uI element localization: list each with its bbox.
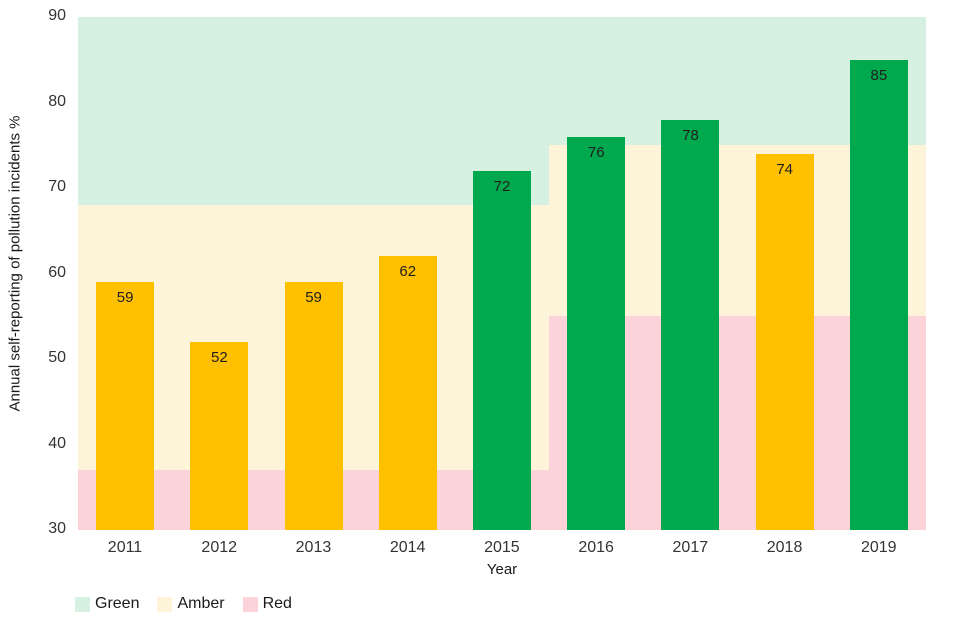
plot-area: 59 52 59 62 72 76 78 74 85 [78, 17, 926, 530]
bar-value-label: 76 [587, 143, 605, 161]
bar-2018: 74 [755, 153, 814, 530]
y-tick-60: 60 [48, 263, 66, 281]
bar-value-label: 52 [210, 348, 228, 366]
zone-band-green [78, 17, 550, 206]
y-tick-50: 50 [48, 349, 66, 366]
x-tick-2019: 2019 [860, 539, 897, 556]
bar-2014: 62 [378, 256, 437, 530]
x-tick-2017: 2017 [672, 539, 709, 556]
legend-item-amber: Amber [157, 595, 225, 613]
x-tick-2016: 2016 [578, 539, 614, 556]
legend-item-green: Green [75, 595, 139, 613]
bar-2013: 59 [284, 282, 343, 530]
y-tick-40: 40 [48, 434, 66, 452]
red-zone-swatch-icon [242, 596, 258, 612]
bar-2019: 85 [849, 59, 908, 530]
x-axis-title: Year [486, 561, 518, 578]
bar-2012: 52 [190, 341, 249, 530]
x-tick-2011: 2011 [107, 539, 143, 556]
bar-value-label: 78 [682, 126, 699, 144]
y-tick-30: 30 [48, 520, 66, 537]
y-tick-90: 90 [48, 7, 66, 24]
bar-value-label: 62 [399, 263, 417, 281]
y-tick-70: 70 [48, 178, 66, 195]
legend: Green Amber Red [75, 595, 292, 613]
legend-label-green: Green [95, 595, 140, 612]
x-tick-2013: 2013 [295, 539, 332, 556]
x-tick-2015: 2015 [484, 539, 520, 556]
x-tick-2014: 2014 [389, 539, 426, 556]
bar-value-label: 72 [493, 177, 511, 195]
bar-2016: 76 [567, 136, 626, 530]
bar-2017: 78 [661, 119, 720, 530]
bar-2015: 72 [473, 170, 531, 530]
legend-item-red: Red [242, 595, 292, 613]
legend-label-amber: Amber [177, 595, 225, 612]
bar-value-label: 74 [776, 160, 793, 178]
x-tick-2018: 2018 [766, 539, 803, 556]
green-zone-swatch-icon [75, 596, 90, 612]
bar-value-label: 59 [305, 289, 322, 307]
bar-value-label: 85 [870, 66, 888, 84]
bar-value-label: 59 [116, 289, 134, 307]
y-tick-80: 80 [48, 92, 66, 110]
bar-2011: 59 [96, 282, 155, 530]
amber-zone-swatch-icon [157, 596, 173, 612]
legend-label-red: Red [262, 595, 292, 612]
x-tick-2012: 2012 [201, 539, 238, 556]
